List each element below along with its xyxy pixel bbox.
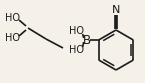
Text: HO: HO (4, 33, 19, 43)
Text: HO: HO (69, 45, 84, 55)
Text: B: B (83, 34, 91, 46)
Text: HO: HO (4, 13, 19, 23)
Text: N: N (112, 5, 120, 15)
Text: HO: HO (69, 26, 84, 36)
